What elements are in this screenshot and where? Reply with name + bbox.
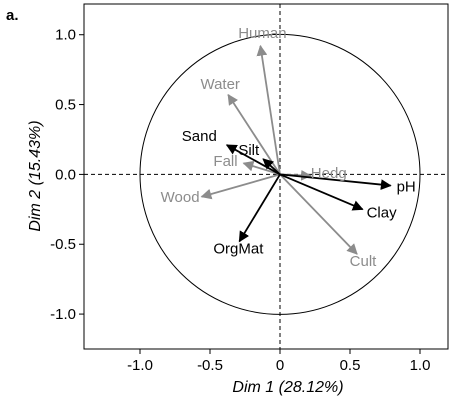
label-cult: Cult bbox=[350, 253, 378, 270]
label-sand: Sand bbox=[182, 128, 217, 145]
arrow-clay bbox=[279, 173, 364, 211]
arrow-human bbox=[256, 44, 281, 175]
variable-labels: Human Water Fall Hedg Wood Cult Sand Silt pH Clay… bbox=[161, 25, 416, 270]
reference-lines bbox=[84, 4, 448, 349]
arrow-fall bbox=[242, 160, 281, 176]
arrow-cult bbox=[279, 173, 358, 255]
label-clay: Clay bbox=[367, 204, 398, 221]
label-water: Water bbox=[200, 76, 239, 93]
x-tick-label: 0 bbox=[276, 357, 284, 374]
y-tick-label: 0.5 bbox=[55, 97, 76, 114]
plot-frame bbox=[83, 3, 449, 350]
y-tick-label: 1.0 bbox=[55, 27, 76, 44]
arrow-wood bbox=[200, 173, 281, 200]
y-axis-ticks: -1.0 -0.5 0.0 0.5 1.0 bbox=[50, 27, 84, 323]
x-axis-ticks: -1.0 -0.5 0 0.5 1.0 bbox=[127, 349, 430, 374]
arrow-orgmat bbox=[238, 173, 281, 243]
label-wood: Wood bbox=[161, 189, 200, 206]
y-tick-label: -1.0 bbox=[50, 306, 76, 323]
x-axis-title: Dim 1 (28.12%) bbox=[232, 379, 343, 396]
label-hedg: Hedg bbox=[311, 165, 347, 182]
label-human: Human bbox=[238, 25, 286, 42]
label-fall: Fall bbox=[213, 153, 237, 170]
x-tick-label: 1.0 bbox=[410, 357, 431, 374]
label-silt: Silt bbox=[238, 142, 260, 159]
arrow-silt bbox=[262, 158, 281, 176]
y-axis-title: Dim 2 (15.43%) bbox=[27, 120, 44, 231]
x-tick-label: 0.5 bbox=[340, 357, 361, 374]
x-tick-label: -0.5 bbox=[197, 357, 223, 374]
x-tick-label: -1.0 bbox=[127, 357, 153, 374]
arrow-ph bbox=[279, 173, 392, 190]
panel-label: a. bbox=[6, 7, 19, 24]
unit-circle bbox=[139, 33, 421, 315]
variable-arrows bbox=[200, 44, 392, 255]
label-ph: pH bbox=[397, 179, 416, 196]
label-orgmat: OrgMat bbox=[213, 240, 264, 257]
y-tick-label: 0.0 bbox=[55, 166, 76, 183]
y-tick-label: -0.5 bbox=[50, 236, 76, 253]
